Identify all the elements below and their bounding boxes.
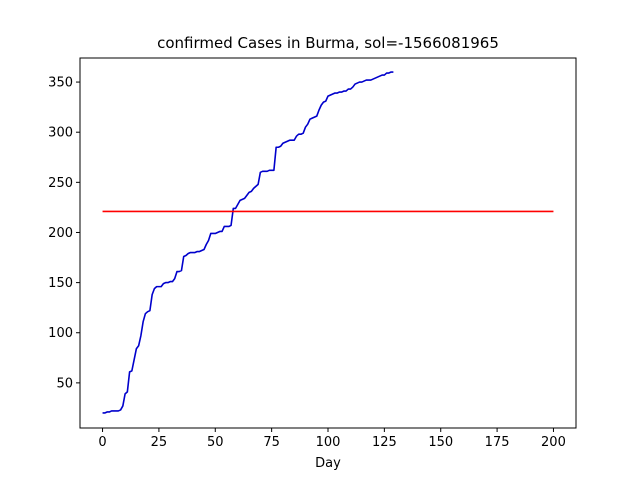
- x-tick-label: 150: [428, 435, 453, 450]
- y-axis-ticks: 50 100 150 200 250 300 350: [48, 76, 80, 391]
- x-tick-label: 25: [151, 435, 168, 450]
- y-tick-label: 350: [48, 76, 73, 91]
- x-axis-label: Day: [315, 456, 341, 471]
- y-tick-label: 250: [48, 176, 73, 191]
- chart-title: confirmed Cases in Burma, sol=-156608196…: [157, 34, 499, 52]
- y-tick-label: 50: [56, 376, 73, 391]
- x-tick-label: 200: [541, 435, 566, 450]
- x-tick-label: 50: [207, 435, 224, 450]
- x-tick-label: 125: [372, 435, 397, 450]
- y-tick-label: 200: [48, 226, 73, 241]
- y-tick-label: 150: [48, 276, 73, 291]
- plot-frame: [79, 57, 577, 429]
- series-line-0: [102, 71, 394, 414]
- series-layer: [102, 71, 554, 414]
- x-tick-label: 75: [263, 435, 280, 450]
- y-tick-label: 100: [48, 326, 73, 341]
- x-tick-label: 0: [98, 435, 106, 450]
- y-tick-label: 300: [48, 126, 73, 141]
- x-tick-label: 100: [316, 435, 341, 450]
- x-tick-label: 175: [485, 435, 510, 450]
- x-axis-ticks: 0 25 50 75 100 125 150 175 200: [98, 428, 566, 450]
